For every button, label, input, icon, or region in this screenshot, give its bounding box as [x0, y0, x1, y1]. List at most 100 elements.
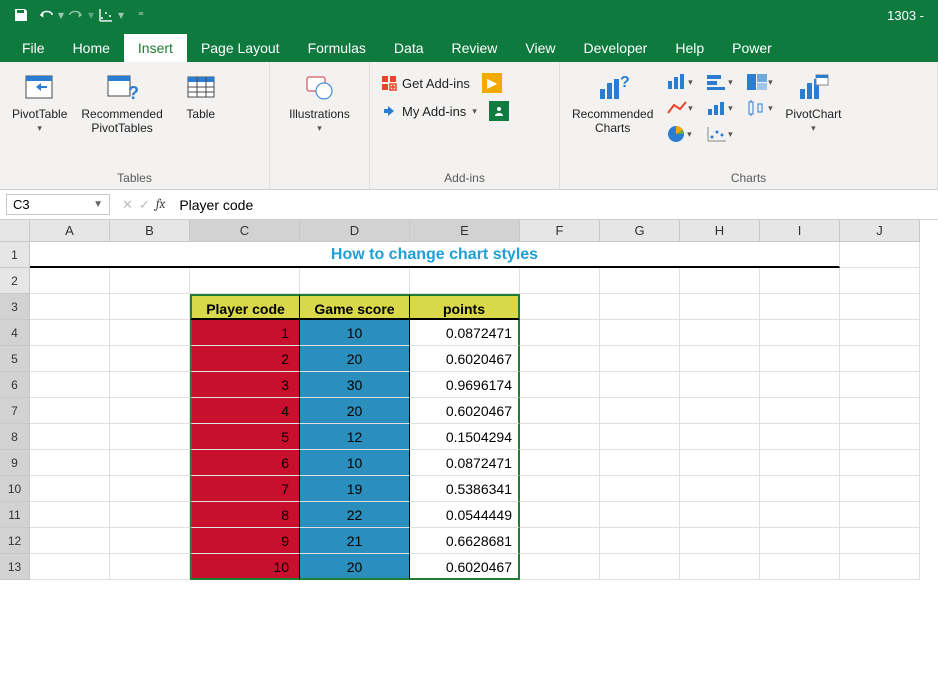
cell[interactable]: [760, 398, 840, 424]
cell[interactable]: 1: [190, 320, 300, 346]
cell[interactable]: [110, 528, 190, 554]
cell[interactable]: [840, 346, 920, 372]
cell[interactable]: [760, 476, 840, 502]
tab-home[interactable]: Home: [59, 34, 124, 62]
cell[interactable]: [840, 502, 920, 528]
cell[interactable]: [600, 346, 680, 372]
cell[interactable]: [600, 294, 680, 320]
cell[interactable]: 5: [190, 424, 300, 450]
cell[interactable]: 3: [190, 372, 300, 398]
recommended-pivottables-button[interactable]: ? RecommendedPivotTables: [75, 66, 168, 138]
cell[interactable]: 0.6628681: [410, 528, 520, 554]
cell[interactable]: [520, 398, 600, 424]
cell[interactable]: 21: [300, 528, 410, 554]
cell[interactable]: [520, 476, 600, 502]
cell[interactable]: [600, 502, 680, 528]
table-button[interactable]: Table: [171, 66, 231, 124]
cell[interactable]: [110, 554, 190, 580]
cell[interactable]: [520, 320, 600, 346]
tab-file[interactable]: File: [8, 34, 59, 62]
cell[interactable]: [110, 372, 190, 398]
column-header[interactable]: D: [300, 220, 410, 242]
illustrations-button[interactable]: Illustrations ▾: [283, 66, 356, 136]
select-all-corner[interactable]: [0, 220, 30, 242]
cell[interactable]: [520, 554, 600, 580]
pivotchart-button[interactable]: PivotChart ▾: [779, 66, 847, 136]
cell[interactable]: 20: [300, 398, 410, 424]
cell[interactable]: [600, 372, 680, 398]
cell[interactable]: [110, 320, 190, 346]
cell[interactable]: [760, 372, 840, 398]
cell[interactable]: [840, 424, 920, 450]
cell[interactable]: 0.0544449: [410, 502, 520, 528]
tab-view[interactable]: View: [511, 34, 569, 62]
people-graph-icon[interactable]: [489, 101, 509, 121]
cell[interactable]: [110, 294, 190, 320]
cell[interactable]: [30, 398, 110, 424]
cell[interactable]: [840, 528, 920, 554]
cell[interactable]: [110, 424, 190, 450]
bing-icon[interactable]: ▶: [482, 73, 502, 93]
cell[interactable]: [520, 372, 600, 398]
cell[interactable]: [680, 450, 760, 476]
formula-cancel-icon[interactable]: ✕: [122, 197, 133, 213]
cell[interactable]: 9: [190, 528, 300, 554]
cell[interactable]: [30, 346, 110, 372]
formula-enter-icon[interactable]: ✓: [139, 197, 150, 213]
cell[interactable]: [410, 268, 520, 294]
row-header[interactable]: 2: [0, 268, 30, 294]
cell[interactable]: [760, 346, 840, 372]
cell[interactable]: 4: [190, 398, 300, 424]
cell[interactable]: [520, 450, 600, 476]
cell[interactable]: [680, 476, 760, 502]
hierarchy-chart-icon[interactable]: ▾: [741, 70, 777, 94]
cell[interactable]: [760, 268, 840, 294]
cell[interactable]: [840, 294, 920, 320]
cell[interactable]: 6: [190, 450, 300, 476]
cell[interactable]: [520, 528, 600, 554]
cell[interactable]: 19: [300, 476, 410, 502]
cell[interactable]: [30, 294, 110, 320]
cell[interactable]: [680, 346, 760, 372]
tab-developer[interactable]: Developer: [570, 34, 662, 62]
qat-customize-icon[interactable]: ⁼: [128, 2, 154, 28]
tab-formulas[interactable]: Formulas: [294, 34, 380, 62]
cell[interactable]: [760, 502, 840, 528]
cell[interactable]: [600, 528, 680, 554]
row-header[interactable]: 5: [0, 346, 30, 372]
fx-icon[interactable]: fx: [156, 197, 166, 212]
recommended-charts-button[interactable]: ? RecommendedCharts: [566, 66, 659, 138]
cell[interactable]: [680, 372, 760, 398]
cell[interactable]: [680, 268, 760, 294]
row-header[interactable]: 3: [0, 294, 30, 320]
tab-data[interactable]: Data: [380, 34, 438, 62]
tab-page-layout[interactable]: Page Layout: [187, 34, 294, 62]
cell[interactable]: [30, 554, 110, 580]
row-header[interactable]: 11: [0, 502, 30, 528]
cell[interactable]: 20: [300, 346, 410, 372]
area-chart-icon[interactable]: ▾: [701, 96, 737, 120]
cell[interactable]: [600, 554, 680, 580]
name-box[interactable]: C3 ▼: [6, 194, 110, 215]
column-header[interactable]: I: [760, 220, 840, 242]
cell[interactable]: [30, 320, 110, 346]
line-chart-icon[interactable]: ▾: [661, 96, 697, 120]
cell[interactable]: [840, 450, 920, 476]
formula-input[interactable]: [171, 190, 938, 219]
cell[interactable]: 22: [300, 502, 410, 528]
cell[interactable]: 10: [300, 320, 410, 346]
cell[interactable]: [520, 268, 600, 294]
tab-power[interactable]: Power: [718, 34, 786, 62]
column-chart-icon[interactable]: ▾: [661, 70, 697, 94]
scatter-chart-icon[interactable]: ▾: [701, 122, 737, 146]
cell[interactable]: 0.9696174: [410, 372, 520, 398]
cell[interactable]: [520, 294, 600, 320]
cell[interactable]: 20: [300, 554, 410, 580]
cell[interactable]: [520, 346, 600, 372]
pie-chart-icon[interactable]: ▾: [661, 122, 697, 146]
cell[interactable]: [30, 528, 110, 554]
column-header[interactable]: C: [190, 220, 300, 242]
worksheet-grid[interactable]: ABCDEFGHIJ 1How to change chart styles23…: [0, 220, 938, 580]
tab-help[interactable]: Help: [661, 34, 718, 62]
cell[interactable]: [840, 398, 920, 424]
